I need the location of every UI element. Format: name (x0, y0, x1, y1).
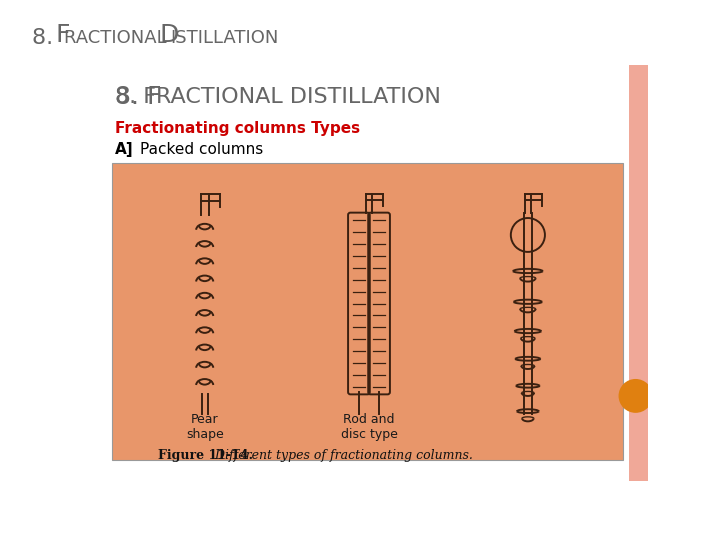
Bar (112, 164, 624, 460)
Text: 8. F: 8. F (114, 85, 161, 109)
Text: Figure 11-14.: Figure 11-14. (158, 449, 253, 462)
Text: F: F (55, 23, 70, 47)
Text: A]: A] (114, 142, 133, 157)
Text: Packed columns: Packed columns (140, 142, 263, 157)
Text: Rod and
disc type: Rod and disc type (341, 413, 397, 441)
Text: D: D (160, 23, 179, 47)
Text: Different types of fractionating columns.: Different types of fractionating columns… (211, 449, 473, 462)
Text: 8. FRACTIONAL DISTILLATION: 8. FRACTIONAL DISTILLATION (114, 87, 441, 107)
Text: Fractionating columns Types: Fractionating columns Types (114, 121, 360, 136)
Text: 8.: 8. (32, 28, 60, 48)
Text: Pear
shape: Pear shape (186, 413, 224, 441)
Text: RACTIONAL: RACTIONAL (64, 29, 173, 47)
Circle shape (618, 379, 652, 413)
Text: ISTILLATION: ISTILLATION (170, 29, 279, 47)
Bar (629, 65, 648, 481)
